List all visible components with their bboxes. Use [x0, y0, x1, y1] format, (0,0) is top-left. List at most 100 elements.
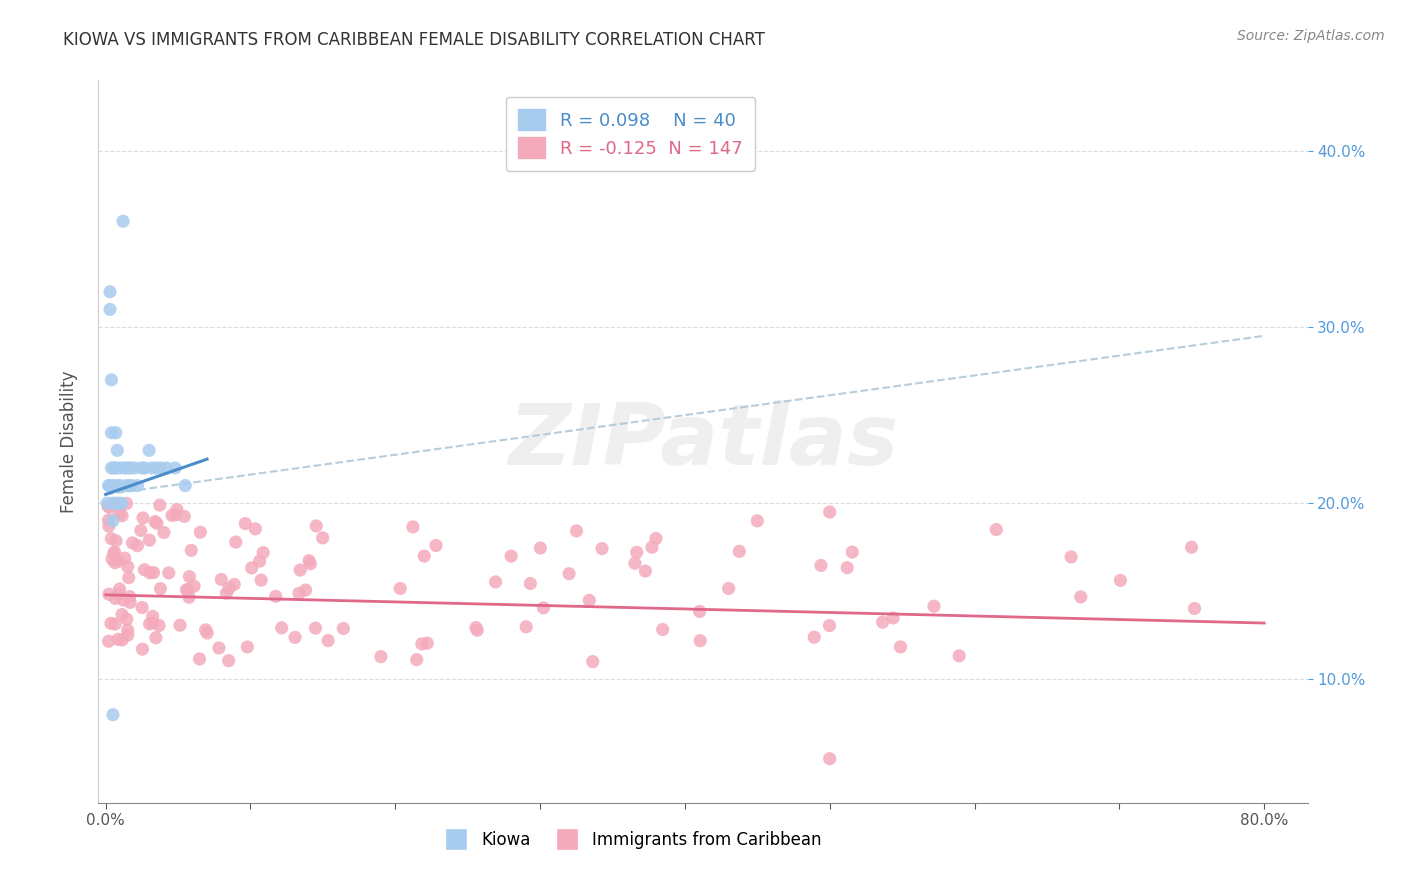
Point	[531, 600, 554, 615]
Point	[689, 633, 711, 648]
Point	[100, 616, 122, 631]
Point	[138, 616, 160, 631]
Point	[250, 573, 273, 587]
Point	[104, 591, 127, 606]
Point	[591, 541, 613, 556]
Point	[97, 634, 120, 648]
Point	[405, 652, 427, 666]
Point	[146, 516, 169, 531]
Point	[149, 461, 172, 475]
Point	[565, 524, 588, 538]
Point	[837, 560, 859, 574]
Point	[312, 531, 335, 545]
Point	[104, 545, 127, 559]
Point	[1180, 541, 1202, 555]
Point	[249, 554, 271, 568]
Point	[127, 539, 149, 553]
Text: Source: ZipAtlas.com: Source: ZipAtlas.com	[1237, 29, 1385, 43]
Text: ZIPatlas: ZIPatlas	[508, 400, 898, 483]
Point	[114, 461, 136, 475]
Point	[240, 561, 263, 575]
Point	[288, 563, 311, 577]
Point	[132, 511, 155, 525]
Point	[986, 523, 1008, 537]
Point	[1070, 590, 1092, 604]
Point	[110, 496, 132, 510]
Point	[142, 566, 165, 580]
Point	[103, 547, 125, 561]
Point	[97, 587, 120, 601]
Point	[105, 533, 128, 548]
Point	[264, 590, 287, 604]
Point	[97, 478, 120, 492]
Point	[114, 551, 136, 566]
Point	[188, 652, 211, 666]
Point	[465, 624, 488, 638]
Point	[118, 478, 141, 492]
Point	[425, 539, 447, 553]
Point	[118, 590, 141, 604]
Point	[174, 478, 197, 492]
Point	[177, 591, 200, 605]
Point	[97, 513, 120, 527]
Point	[108, 461, 131, 475]
Point	[1060, 549, 1083, 564]
Point	[129, 524, 152, 538]
Point	[215, 586, 238, 600]
Point	[138, 533, 160, 548]
Point	[104, 425, 127, 440]
Point	[728, 544, 751, 558]
Point	[173, 509, 195, 524]
Point	[176, 582, 198, 597]
Point	[138, 443, 160, 458]
Point	[316, 633, 339, 648]
Point	[98, 302, 121, 317]
Point	[97, 519, 120, 533]
Legend: Kiowa, Immigrants from Caribbean: Kiowa, Immigrants from Caribbean	[433, 824, 828, 856]
Point	[233, 516, 256, 531]
Point	[108, 554, 131, 568]
Point	[245, 522, 267, 536]
Point	[108, 507, 131, 521]
Point	[299, 557, 322, 571]
Point	[118, 571, 141, 585]
Point	[225, 535, 247, 549]
Point	[101, 514, 124, 528]
Point	[134, 563, 156, 577]
Point	[717, 582, 740, 596]
Point	[131, 600, 153, 615]
Point	[416, 636, 439, 650]
Point	[218, 654, 240, 668]
Point	[115, 496, 138, 510]
Point	[120, 595, 142, 609]
Point	[529, 541, 551, 555]
Point	[515, 620, 537, 634]
Point	[101, 478, 124, 492]
Point	[810, 558, 832, 573]
Point	[183, 579, 205, 593]
Point	[117, 559, 139, 574]
Point	[98, 500, 121, 515]
Point	[121, 478, 143, 492]
Point	[519, 576, 541, 591]
Point	[117, 461, 139, 475]
Point	[803, 630, 825, 644]
Point	[411, 637, 433, 651]
Point	[209, 573, 232, 587]
Point	[143, 515, 166, 529]
Point	[100, 461, 122, 475]
Point	[645, 532, 668, 546]
Point	[179, 569, 201, 583]
Point	[120, 461, 142, 475]
Point	[332, 622, 354, 636]
Point	[112, 593, 135, 607]
Point	[98, 478, 121, 492]
Point	[195, 626, 218, 640]
Point	[294, 582, 316, 597]
Point	[165, 461, 187, 475]
Point	[141, 615, 163, 630]
Point	[124, 461, 146, 475]
Point	[641, 540, 664, 554]
Point	[101, 552, 124, 566]
Point	[305, 519, 328, 533]
